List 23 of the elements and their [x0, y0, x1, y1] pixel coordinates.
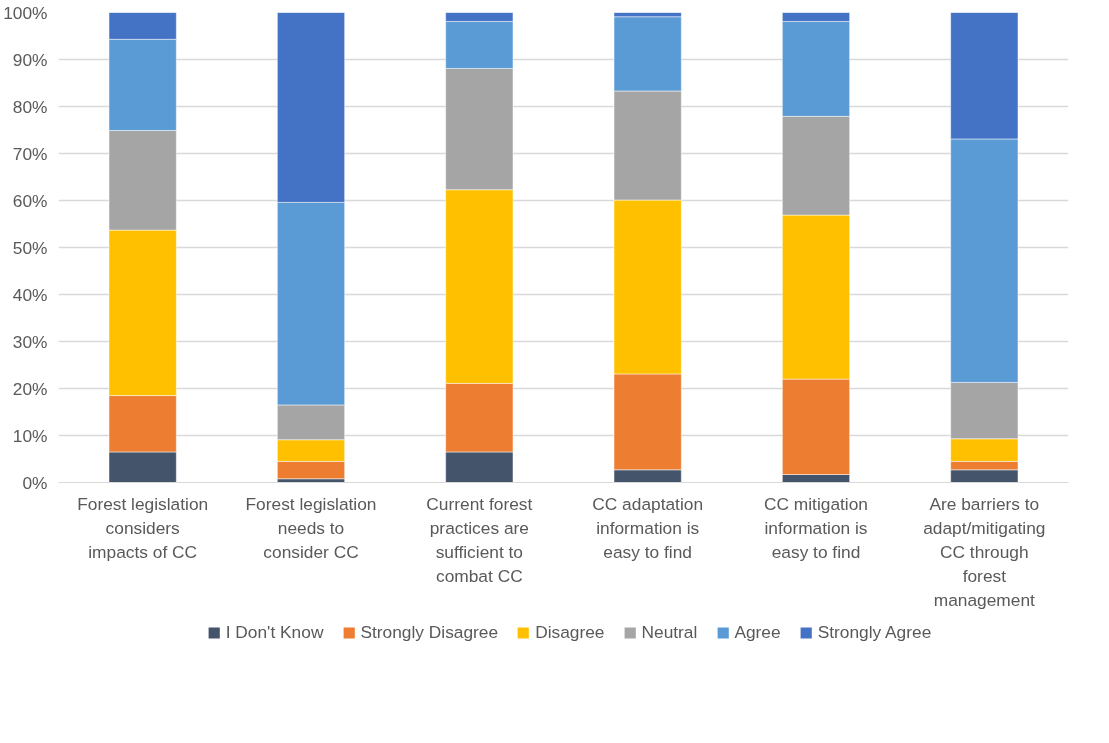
x-tick-label: CC mitigation information is easy to find: [764, 493, 869, 562]
y-tick-label: 30%: [12, 331, 48, 352]
y-tick-label: 90%: [12, 49, 48, 70]
y-tick-label: 20%: [12, 378, 48, 399]
y-tick-label: 0%: [22, 472, 48, 493]
x-tick-label: CC adaptation information is easy to find: [592, 493, 704, 562]
y-tick-label: 40%: [12, 284, 48, 305]
x-tick-label: Forest legislation needs to consider CC: [245, 493, 377, 562]
legend-label: Strongly Disagree: [360, 621, 499, 643]
y-tick-label: 60%: [12, 190, 48, 211]
y-tick-label: 80%: [12, 96, 48, 117]
x-tick-label: Current forest practices are sufficient to combat CC: [426, 493, 533, 586]
legend-label: Disagree: [535, 621, 605, 643]
y-tick-label: 50%: [12, 237, 48, 258]
x-tick-label: Forest legislation considers impacts of CC: [77, 493, 209, 562]
y-tick-label: 10%: [12, 425, 48, 446]
x-tick-label: Are barriers to adapt/mitigating CC through forest management: [923, 493, 1046, 610]
legend-label: Strongly Agree: [817, 621, 932, 643]
y-tick-label: 100%: [3, 2, 48, 23]
legend-label: Agree: [734, 621, 781, 643]
y-tick-label: 70%: [12, 143, 48, 164]
legend-label: Neutral: [641, 621, 698, 643]
legend-label: I Don't Know: [225, 621, 324, 643]
